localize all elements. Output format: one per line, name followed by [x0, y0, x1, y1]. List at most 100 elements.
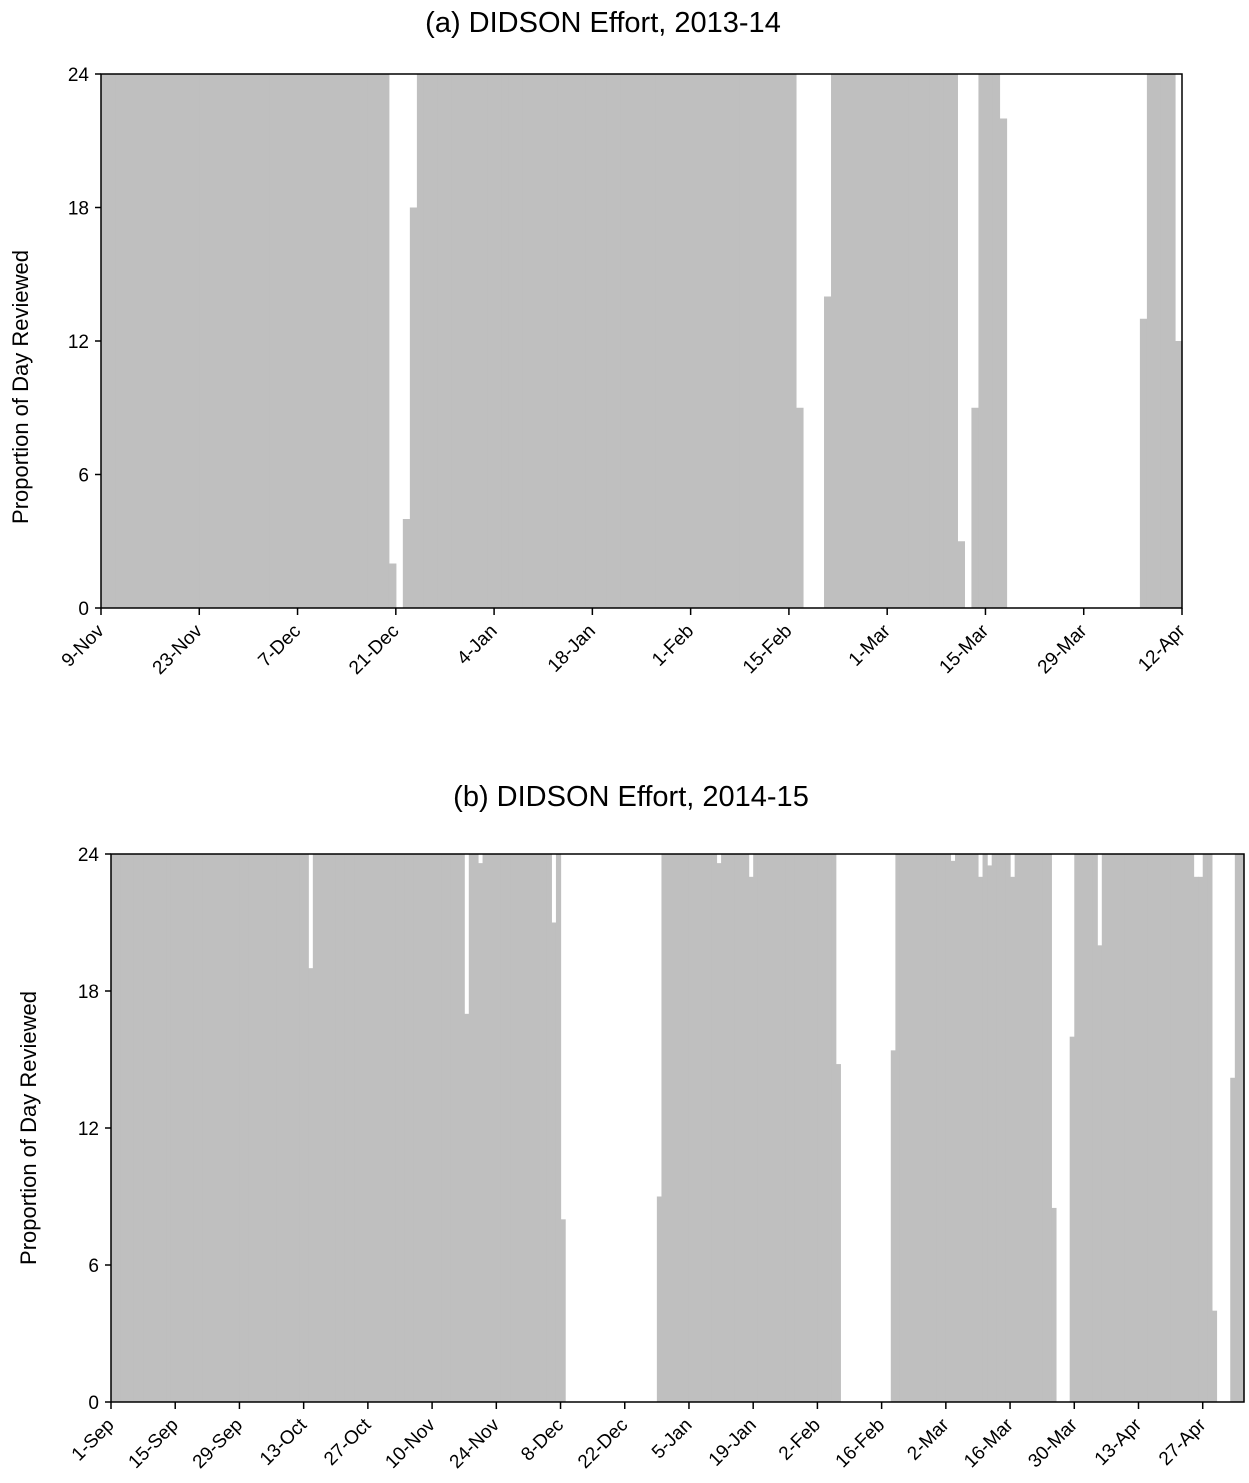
bar — [423, 74, 432, 608]
bar — [890, 1050, 896, 1402]
bar — [367, 74, 376, 608]
bar — [950, 860, 956, 1402]
bar — [852, 74, 860, 608]
bar — [522, 74, 530, 608]
y-axis-label-a: Proportion of Day Reviewed — [8, 250, 33, 524]
bar — [780, 854, 786, 1402]
bar — [1175, 854, 1181, 1402]
bar — [620, 74, 629, 608]
bar — [230, 854, 236, 1402]
bar — [416, 74, 425, 608]
bar — [662, 74, 671, 608]
y-ticks-a: 0 6 12 18 24 — [68, 65, 101, 620]
bar — [718, 74, 727, 608]
bar — [377, 854, 383, 1402]
x-tick-label: 15-Mar — [936, 620, 994, 678]
bar — [560, 1219, 566, 1402]
bar — [280, 854, 286, 1402]
bar — [276, 74, 285, 608]
x-tick-label: 9-Nov — [58, 620, 109, 671]
bar — [725, 854, 731, 1402]
bar — [1239, 854, 1245, 1402]
bar — [977, 876, 984, 1402]
bar — [451, 74, 460, 608]
bar — [491, 854, 497, 1402]
bar — [276, 854, 282, 1402]
bar — [257, 854, 263, 1402]
y-ticks-b: 0 6 12 18 24 — [78, 845, 111, 1414]
bar — [381, 74, 390, 608]
bar — [557, 74, 565, 608]
bar — [450, 854, 456, 1402]
bar — [487, 74, 495, 608]
bar — [894, 74, 902, 608]
bar — [634, 74, 643, 608]
bar — [973, 854, 979, 1402]
bar — [150, 74, 158, 608]
bar — [688, 854, 695, 1402]
bar — [929, 74, 937, 608]
bar — [781, 74, 790, 608]
bar — [1005, 854, 1011, 1402]
bar — [248, 74, 257, 608]
bar — [501, 74, 509, 608]
bar — [895, 854, 901, 1402]
chart-title-b: (b) DIDSON Effort, 2014-15 — [453, 781, 809, 813]
bar — [707, 854, 713, 1402]
bar — [753, 74, 762, 608]
bar — [1078, 854, 1085, 1402]
bar — [308, 968, 314, 1402]
bar — [1042, 854, 1048, 1402]
bar — [666, 854, 672, 1402]
bar — [133, 854, 140, 1402]
bar — [381, 854, 387, 1402]
bar — [418, 854, 424, 1402]
bar — [175, 854, 181, 1402]
x-tick-label: 12-Apr — [1134, 620, 1190, 676]
bar — [455, 854, 461, 1402]
bar — [542, 854, 548, 1402]
bar — [901, 74, 909, 608]
bar — [372, 854, 378, 1402]
bar — [216, 854, 222, 1402]
bar — [523, 854, 530, 1402]
bar — [824, 296, 832, 608]
bar — [1167, 74, 1176, 608]
bar — [831, 854, 837, 1402]
y-tick-label: 6 — [88, 1256, 99, 1277]
bar — [1110, 854, 1117, 1402]
bar — [732, 74, 741, 608]
bar — [1139, 318, 1148, 608]
bar — [202, 854, 208, 1402]
bar — [441, 854, 447, 1402]
bar — [1101, 854, 1107, 1402]
bar — [613, 74, 622, 608]
x-tick-label: 22-Dec — [574, 1415, 632, 1473]
bar — [690, 74, 699, 608]
bar — [437, 74, 446, 608]
bar — [494, 74, 502, 608]
x-tick-label: 13-Apr — [1091, 1414, 1147, 1470]
bar — [445, 854, 452, 1402]
bar — [185, 74, 193, 608]
bar — [945, 854, 952, 1402]
bar — [1138, 854, 1144, 1402]
bar — [193, 854, 199, 1402]
bar — [239, 854, 245, 1402]
bar — [537, 854, 543, 1402]
bar — [656, 1196, 663, 1402]
bar — [496, 854, 502, 1402]
x-tick-label: 2-Mar — [903, 1414, 953, 1464]
x-tick-label: 16-Mar — [960, 1414, 1018, 1472]
bar — [409, 854, 415, 1402]
bar — [386, 854, 392, 1402]
bar — [122, 74, 130, 608]
x-tick-label: 1-Feb — [648, 621, 698, 671]
bar — [1088, 854, 1094, 1402]
bar — [138, 854, 144, 1402]
bar — [1033, 854, 1039, 1402]
bar — [271, 854, 277, 1402]
bar — [744, 854, 750, 1402]
bar — [899, 854, 906, 1402]
bar — [422, 854, 429, 1402]
